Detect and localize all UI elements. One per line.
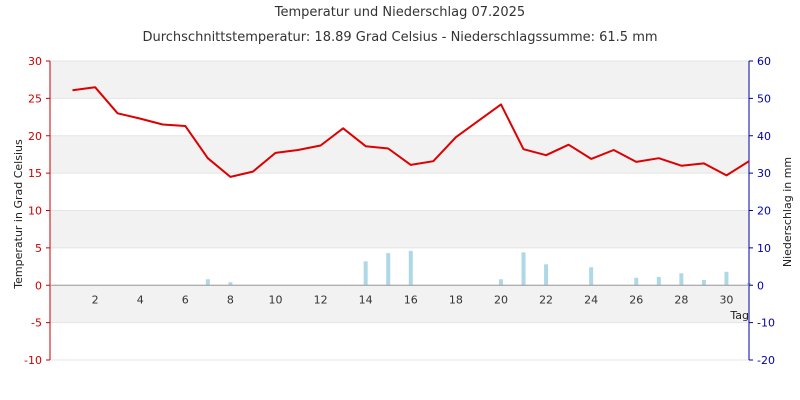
precipitation-bar [205,279,210,286]
grid-band [50,61,749,99]
x-tick-label: 24 [584,293,598,306]
precipitation-bar [544,264,549,286]
x-tick-label: 10 [268,293,282,306]
precipitation-bar [386,253,391,286]
precipitation-bar [724,271,729,286]
y-left-tick-label: 0 [35,279,42,292]
temperature-line-layer [72,86,750,178]
y-right-tick-label: 0 [757,279,764,292]
temperature-line [72,86,750,178]
x-tick-label: 6 [182,293,189,306]
x-tick-label: 22 [539,293,553,306]
x-tick-label: 4 [137,293,144,306]
x-tick-label: 20 [494,293,508,306]
y-axis-left-label: Temperatur in Grad Celsius [12,139,25,290]
precipitation-bars [205,250,751,286]
y-left-tick-label: 25 [28,92,42,105]
grid-band [50,135,749,174]
x-axis-label: Tag [729,309,749,322]
grid-band [50,210,749,248]
precipitation-bar [701,280,706,286]
precipitation-bar [679,273,684,286]
y-right-tick-label: 10 [757,242,771,255]
y-left-tick-label: -10 [24,354,42,367]
y-right-tick-label: 20 [757,205,771,218]
x-tick-label: 14 [359,293,373,306]
x-tick-label: 12 [314,293,328,306]
x-tick-label: 30 [719,293,733,306]
precipitation-bar [634,277,639,286]
precipitation-bar [498,279,503,286]
y-left-tick-label: 30 [28,55,42,68]
y-right-tick-label: 50 [757,92,771,105]
y-left-tick-label: 15 [28,167,42,180]
y-left-tick-label: -5 [31,317,42,330]
y-right-tick-label: 30 [757,167,771,180]
background-bands [50,61,749,323]
precipitation-bar [521,252,526,286]
x-tick-label: 18 [449,293,463,306]
y-right-tick-label: -10 [757,317,775,330]
precipitation-bar [589,267,594,286]
y-right-tick-label: -20 [757,354,775,367]
x-tick-label: 28 [674,293,688,306]
precipitation-bar [656,277,661,286]
y-axis-right-label: Niederschlag in mm [781,157,794,267]
x-tick-label: 2 [92,293,99,306]
y-right-tick-label: 40 [757,130,771,143]
chart-title: Temperatur und Niederschlag 07.2025 [274,5,525,20]
precipitation-bar [408,250,413,286]
x-tick-label: 26 [629,293,643,306]
x-tick-label: 16 [404,293,418,306]
chart-subtitle: Durchschnittstemperatur: 18.89 Grad Cels… [142,30,657,45]
y-left-tick-label: 10 [28,205,42,218]
grid-band [50,285,749,323]
x-tick-label: 8 [227,293,234,306]
y-left-tick-label: 20 [28,130,42,143]
precipitation-bar [363,261,368,286]
y-left-tick-label: 5 [35,242,42,255]
precipitation-bar [228,282,233,286]
y-right-tick-label: 60 [757,55,771,68]
